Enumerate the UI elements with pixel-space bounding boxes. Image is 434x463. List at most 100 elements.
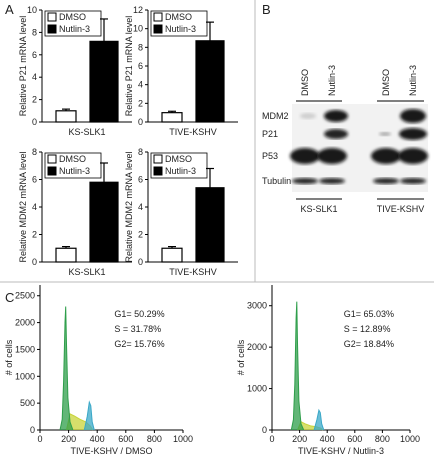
group-label: KS-SLK1 <box>300 204 337 214</box>
y-tick-label: 6 <box>32 175 37 185</box>
y-tick-label: 4 <box>138 80 143 90</box>
legend-swatch <box>153 24 163 34</box>
annotation: G1= 50.29% <box>114 309 164 319</box>
legend-label: Nutlin-3 <box>59 24 90 34</box>
x-tick-label: 400 <box>320 434 335 444</box>
y-tick-label: 2500 <box>15 291 35 301</box>
bar <box>55 110 77 123</box>
y-axis-label: Relative P21 mRNA level <box>124 16 134 117</box>
y-tick-label: 2000 <box>247 342 267 352</box>
legend-swatch <box>153 12 163 22</box>
bar <box>161 247 183 263</box>
y-tick-label: 500 <box>20 398 35 408</box>
y-tick-label: 12 <box>133 5 143 15</box>
legend-swatch <box>47 154 57 164</box>
legend-swatch <box>153 154 163 164</box>
y-axis-label: Relative P21 mRNA level <box>18 16 28 117</box>
y-tick-label: 1000 <box>247 384 267 394</box>
histogram-area <box>313 408 325 431</box>
x-axis-label: TIVE-KSHV <box>169 267 217 277</box>
histogram-area <box>59 306 74 431</box>
legend-label: DMSO <box>59 12 86 22</box>
x-axis-label: KS-SLK1 <box>68 267 105 277</box>
y-axis-label: # of cells <box>236 339 246 375</box>
x-tick-label: 200 <box>292 434 307 444</box>
legend-swatch <box>47 24 57 34</box>
histogram-area <box>83 400 95 431</box>
y-tick-label: 2 <box>32 230 37 240</box>
legend-label: DMSO <box>165 154 192 164</box>
y-tick-label: 6 <box>138 175 143 185</box>
y-tick-label: 2000 <box>15 318 35 328</box>
y-tick-label: 6 <box>138 61 143 71</box>
y-tick-label: 4 <box>32 72 37 82</box>
legend-swatch <box>47 12 57 22</box>
band <box>324 129 348 139</box>
annotation: S = 12.89% <box>344 324 391 334</box>
x-tick-label: 400 <box>90 434 105 444</box>
y-axis-label: Relative MDM2 mRNA level <box>124 151 134 262</box>
y-tick-label: 6 <box>32 50 37 60</box>
band <box>292 178 318 184</box>
legend-box <box>44 10 102 37</box>
histogram-area <box>290 301 305 431</box>
x-tick-label: 0 <box>37 434 42 444</box>
band <box>319 178 345 184</box>
band <box>324 110 348 122</box>
x-tick-label: 600 <box>347 434 362 444</box>
x-axis-label: TIVE-KSHV / DMSO <box>70 446 152 456</box>
band <box>399 128 427 140</box>
y-tick-label: 8 <box>138 42 143 52</box>
bar <box>89 40 119 123</box>
panel-label: A <box>5 2 14 17</box>
band <box>290 148 320 164</box>
bar <box>195 187 225 263</box>
x-tick-label: 200 <box>61 434 76 444</box>
y-tick-label: 0 <box>30 425 35 435</box>
x-axis-label: TIVE-KSHV <box>169 127 217 137</box>
lane-label: DMSO <box>381 69 391 96</box>
band <box>317 148 347 164</box>
row-label: Tubulin <box>262 176 291 186</box>
x-tick-label: 600 <box>118 434 133 444</box>
y-tick-label: 10 <box>27 5 37 15</box>
y-tick-label: 8 <box>138 147 143 157</box>
y-tick-label: 2 <box>32 95 37 105</box>
bar <box>195 40 225 123</box>
band <box>300 113 316 119</box>
band <box>400 109 426 123</box>
lane-label: Nutlin-3 <box>327 65 337 96</box>
y-tick-label: 4 <box>138 202 143 212</box>
y-tick-label: 2 <box>138 98 143 108</box>
x-axis-label: TIVE-KSHV / Nutlin-3 <box>298 446 384 456</box>
legend-label: Nutlin-3 <box>165 166 196 176</box>
x-tick-label: 0 <box>269 434 274 444</box>
y-tick-label: 4 <box>32 202 37 212</box>
row-label: P21 <box>262 129 278 139</box>
y-tick-label: 0 <box>262 425 267 435</box>
legend-box <box>150 152 208 179</box>
y-tick-label: 3000 <box>247 301 267 311</box>
y-tick-label: 0 <box>32 257 37 267</box>
y-axis-label: # of cells <box>4 339 14 375</box>
row-label: P53 <box>262 151 278 161</box>
y-tick-label: 1500 <box>15 344 35 354</box>
x-tick-label: 1000 <box>400 434 420 444</box>
legend-label: DMSO <box>165 12 192 22</box>
lane-label: Nutlin-3 <box>408 65 418 96</box>
y-tick-label: 1000 <box>15 371 35 381</box>
x-tick-label: 1000 <box>173 434 193 444</box>
legend-box <box>150 10 208 37</box>
band <box>400 178 426 184</box>
legend-box <box>44 152 102 179</box>
y-tick-label: 8 <box>32 147 37 157</box>
legend-label: Nutlin-3 <box>59 166 90 176</box>
annotation: G2= 15.76% <box>114 339 164 349</box>
band <box>398 148 428 164</box>
x-tick-label: 800 <box>375 434 390 444</box>
lane-label: DMSO <box>300 69 310 96</box>
bar <box>55 247 77 263</box>
bar <box>161 112 183 123</box>
y-tick-label: 2 <box>138 230 143 240</box>
